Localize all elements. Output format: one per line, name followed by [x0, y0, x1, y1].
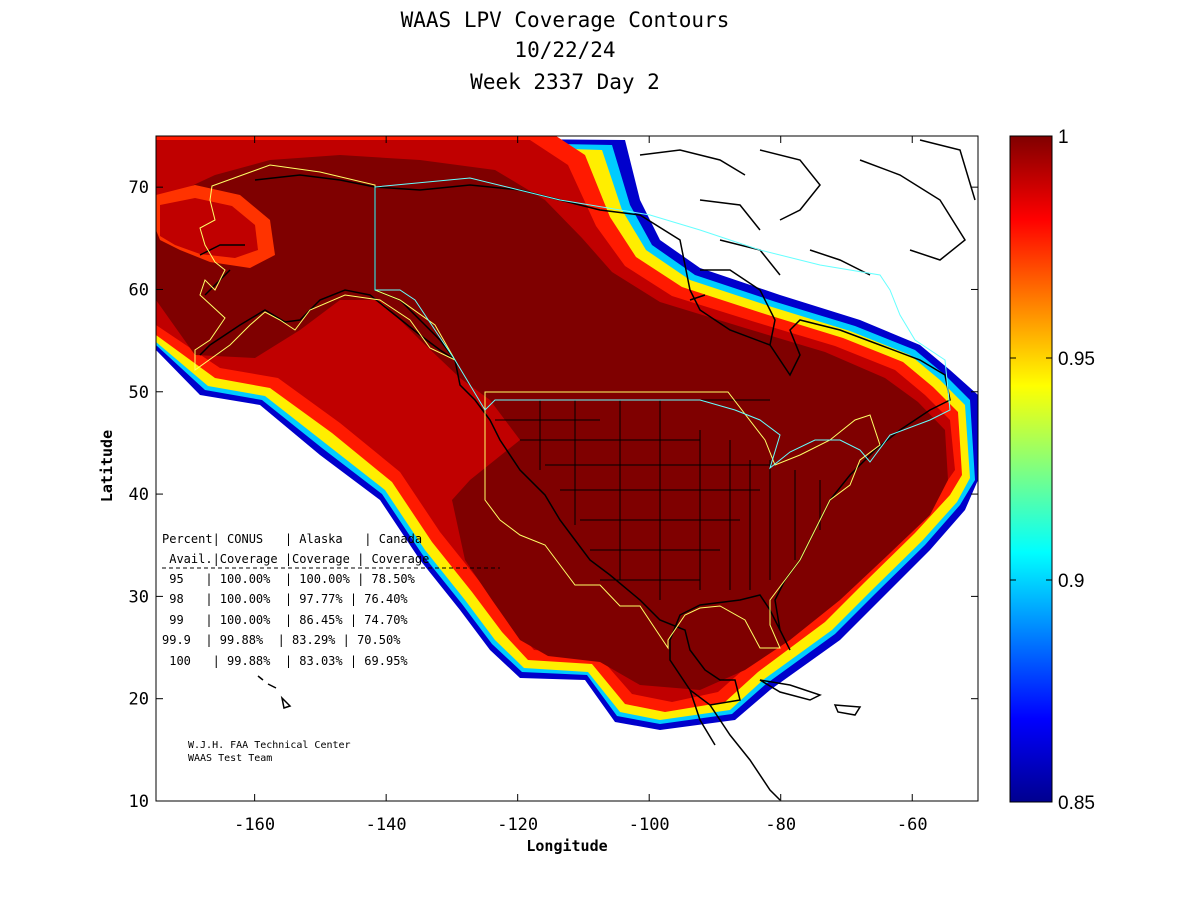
- colorbar: [1009, 135, 1053, 803]
- coverage-alaska-hotspot-inner: [160, 198, 258, 258]
- y-tick-label: 40: [129, 485, 149, 505]
- y-tick-label: 30: [129, 587, 149, 607]
- yellow-alaska-volume: [194, 164, 457, 371]
- x-axis-ticks: -160 -140 -120 -100 -80 -60: [234, 136, 928, 835]
- table-row: 98 | 100.00% | 97.77% | 76.40%: [162, 592, 408, 606]
- colorbar-tick-label: 1: [1058, 127, 1069, 148]
- coastline-hudson-bay: [689, 269, 776, 346]
- table-row: 95 | 100.00% | 100.00% | 78.50%: [162, 572, 416, 586]
- x-tick-label: -60: [897, 815, 928, 835]
- colorbar-tick-label: 0.9: [1058, 571, 1084, 592]
- coastline-central-america: [689, 689, 781, 801]
- y-axis-label: Latitude: [98, 430, 116, 502]
- y-tick-label: 20: [129, 690, 149, 710]
- coastline-hawaii: [257, 675, 292, 709]
- x-tick-label: -100: [629, 815, 670, 835]
- credit-line-2: WAAS Test Team: [188, 753, 272, 764]
- coverage-table: Percent| CONUS | Alaska | Canada Avail.|…: [162, 532, 500, 668]
- colorbar-tick-label: 0.85: [1058, 793, 1095, 814]
- credit-text: W.J.H. FAA Technical Center WAAS Test Te…: [188, 740, 351, 764]
- map-plot-area: [156, 136, 978, 801]
- table-row: 100 | 99.88% | 83.03% | 69.95%: [162, 654, 408, 668]
- x-tick-label: -120: [497, 815, 538, 835]
- title-line-2: 10/22/24: [514, 38, 615, 62]
- coastline-arctic-islands: [639, 139, 976, 276]
- y-tick-label: 10: [129, 792, 149, 812]
- title-line-1: WAAS LPV Coverage Contours: [401, 8, 730, 32]
- service-volume-boundaries: [194, 164, 951, 650]
- plot-frame: [155, 135, 979, 802]
- credit-line-1: W.J.H. FAA Technical Center: [188, 740, 351, 751]
- colorbar-tick-label: 0.95: [1058, 349, 1095, 370]
- cyan-border-line: [374, 177, 951, 470]
- table-row: 99.9 | 99.88% | 83.29% | 70.50%: [162, 633, 401, 647]
- x-tick-label: -80: [765, 815, 796, 835]
- table-header-2: Avail.|Coverage |Coverage | Coverage: [162, 552, 429, 566]
- table-header-1: Percent| CONUS | Alaska | Canada: [162, 532, 422, 546]
- table-row: 99 | 100.00% | 86.45% | 74.70%: [162, 613, 408, 627]
- y-axis-ticks: 10 20 30 40 50 60 70: [129, 178, 978, 812]
- y-tick-label: 50: [129, 383, 149, 403]
- coastline-cuba: [759, 679, 822, 701]
- coastline-north-america: [374, 184, 951, 706]
- x-axis-label: Longitude: [526, 837, 607, 855]
- y-tick-label: 70: [129, 178, 149, 198]
- x-tick-label: -160: [234, 815, 275, 835]
- yellow-service-volume: [484, 391, 881, 650]
- coastline-hispaniola: [833, 704, 862, 716]
- colorbar-ticks: 1 0.95 0.9 0.85: [1010, 127, 1095, 814]
- title-line-3: Week 2337 Day 2: [470, 70, 660, 94]
- y-tick-label: 60: [129, 280, 149, 300]
- x-tick-label: -140: [366, 815, 407, 835]
